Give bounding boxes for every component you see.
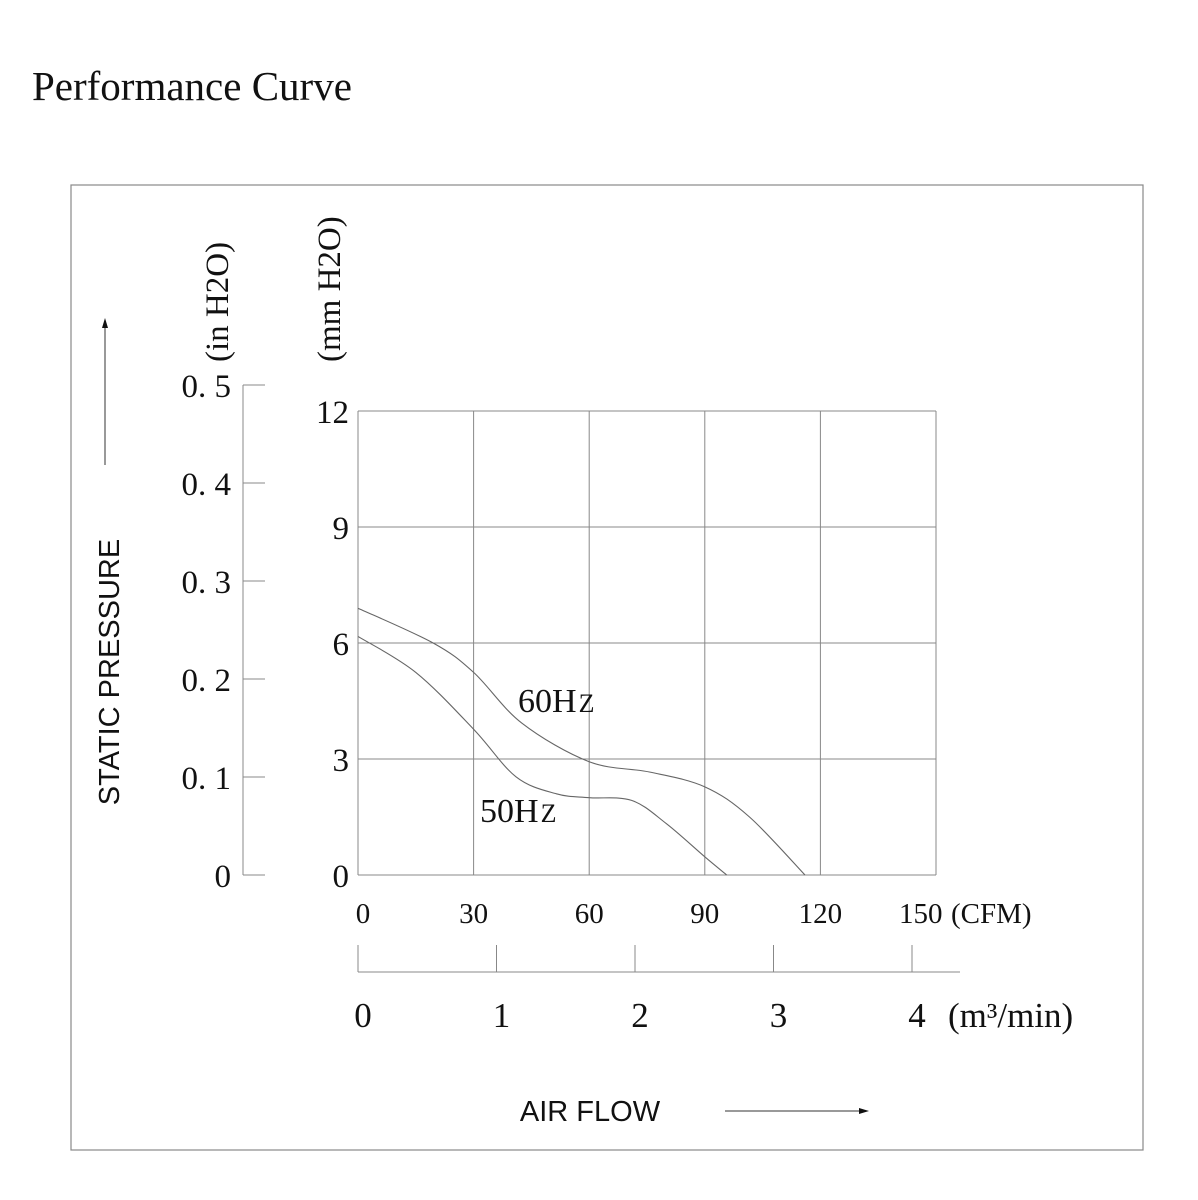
y2-tick-label: 0. 5: [182, 369, 232, 405]
y2-tick-label: 0. 4: [182, 467, 232, 503]
y2-tick-label: 0. 3: [182, 565, 232, 601]
x-tick-label: 0: [356, 898, 371, 930]
x2-tick-label: 4: [908, 996, 926, 1035]
x2-tick-label: 2: [631, 996, 649, 1035]
y2-tick-label: 0: [215, 859, 232, 895]
x-tick-label: 120: [799, 898, 843, 930]
x-tick-label: 60: [575, 898, 604, 930]
y-axis-arrowhead-icon: [102, 318, 108, 328]
series-line-50Hz: [357, 635, 728, 876]
y-tick-label: 6: [333, 627, 350, 663]
x2-tick-label: 3: [770, 996, 788, 1035]
x2-tick-label: 1: [493, 996, 511, 1035]
x-axis-arrowhead-icon: [859, 1108, 869, 1114]
x-unit-label: (CFM): [951, 898, 1032, 930]
y-axis-label: STATIC PRESSURE: [94, 539, 126, 805]
y-unit-label: (mm H2O): [312, 216, 348, 362]
x-tick-label: 30: [459, 898, 488, 930]
y2-tick-label: 0. 2: [182, 663, 232, 699]
y-tick-label: 9: [333, 511, 350, 547]
y-tick-label: 3: [333, 743, 350, 779]
x2-tick-label: 0: [354, 996, 372, 1035]
chart-title: Performance Curve: [32, 63, 352, 109]
x-tick-label: 150: [899, 898, 943, 930]
y-tick-label: 0: [333, 859, 350, 895]
x2-unit-label: (m³/min): [948, 996, 1073, 1035]
y2-unit-label: (in H2O): [200, 242, 236, 362]
y2-tick-label: 0. 1: [182, 761, 232, 797]
x-tick-label: 90: [690, 898, 719, 930]
y-tick-label: 12: [316, 395, 349, 431]
x-axis-label: AIR FLOW: [520, 1096, 661, 1128]
chart-frame: [70, 184, 1144, 1151]
series-label-60Hz: 60HZ: [518, 683, 594, 720]
series-label-50Hz: 50HZ: [480, 793, 556, 830]
series-line-60Hz: [357, 607, 806, 876]
